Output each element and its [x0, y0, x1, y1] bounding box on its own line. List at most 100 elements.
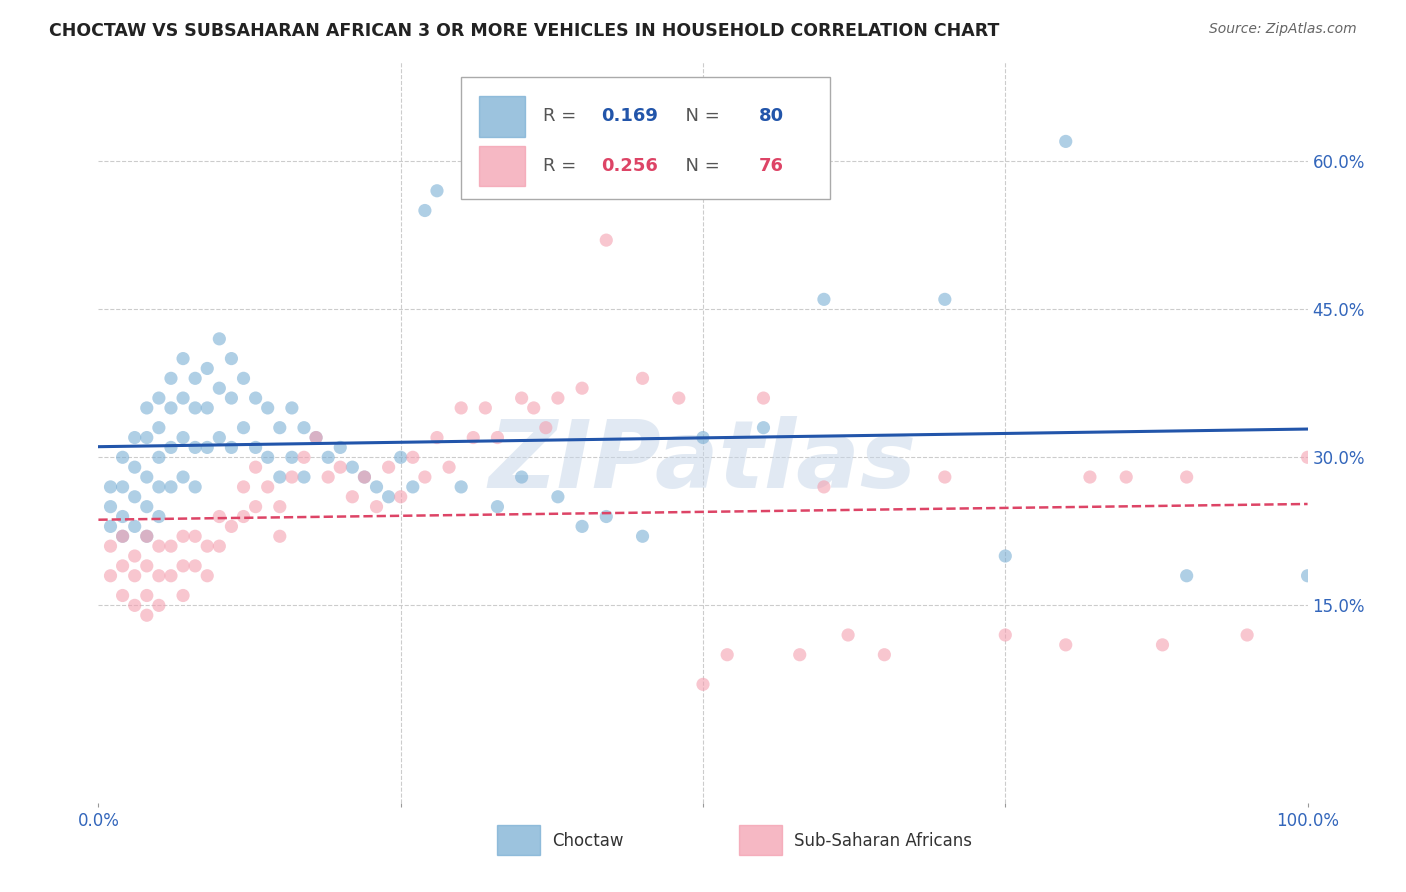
Point	[135, 529, 157, 543]
Point	[148, 391, 170, 405]
Point	[256, 450, 278, 465]
Point	[329, 441, 352, 455]
Text: N =: N =	[673, 157, 725, 175]
Point	[208, 539, 231, 553]
Point	[547, 490, 569, 504]
Point	[366, 480, 388, 494]
Point	[813, 293, 835, 307]
Point	[281, 450, 304, 465]
Point	[353, 470, 375, 484]
Point	[873, 648, 896, 662]
Point	[160, 371, 183, 385]
Point	[342, 460, 364, 475]
Point	[135, 431, 157, 445]
Point	[316, 470, 339, 484]
Point	[184, 441, 207, 455]
Point	[269, 500, 291, 514]
Point	[571, 381, 593, 395]
Point	[450, 401, 472, 415]
Point	[402, 450, 425, 465]
Point	[172, 391, 194, 405]
Point	[148, 450, 170, 465]
Point	[195, 568, 218, 582]
Point	[100, 480, 122, 494]
Point	[342, 490, 364, 504]
Point	[1175, 568, 1198, 582]
Point	[184, 480, 207, 494]
Point	[124, 490, 146, 504]
Point	[124, 599, 146, 613]
Point	[111, 558, 134, 573]
Point	[813, 480, 835, 494]
Point	[292, 470, 315, 484]
Text: Choctaw: Choctaw	[551, 832, 623, 850]
Point	[124, 519, 146, 533]
Point	[994, 549, 1017, 563]
Point	[1115, 470, 1137, 484]
Point	[172, 589, 194, 603]
Point	[148, 480, 170, 494]
Point	[135, 500, 157, 514]
Point	[195, 361, 218, 376]
Point	[934, 293, 956, 307]
Point	[184, 529, 207, 543]
Point	[221, 441, 243, 455]
Point	[111, 509, 134, 524]
Point	[100, 539, 122, 553]
Text: Source: ZipAtlas.com: Source: ZipAtlas.com	[1209, 22, 1357, 37]
Point	[135, 589, 157, 603]
Point	[837, 628, 859, 642]
Point	[571, 519, 593, 533]
Point	[135, 529, 157, 543]
Point	[148, 420, 170, 434]
Point	[1152, 638, 1174, 652]
Point	[316, 450, 339, 465]
Point	[486, 431, 509, 445]
Point	[195, 441, 218, 455]
Point	[172, 470, 194, 484]
Bar	[479, 145, 526, 186]
Point	[1296, 450, 1319, 465]
Point	[160, 441, 183, 455]
Point	[135, 470, 157, 484]
Point	[135, 401, 157, 415]
Point	[160, 401, 183, 415]
Point	[148, 539, 170, 553]
Point	[292, 420, 315, 434]
Point	[269, 420, 291, 434]
Text: 0.169: 0.169	[602, 108, 658, 126]
Point	[100, 568, 122, 582]
Point	[124, 549, 146, 563]
Point	[232, 371, 254, 385]
Point	[195, 539, 218, 553]
Point	[413, 203, 436, 218]
Point	[402, 480, 425, 494]
Point	[184, 371, 207, 385]
Point	[172, 529, 194, 543]
Point	[281, 401, 304, 415]
Text: CHOCTAW VS SUBSAHARAN AFRICAN 3 OR MORE VEHICLES IN HOUSEHOLD CORRELATION CHART: CHOCTAW VS SUBSAHARAN AFRICAN 3 OR MORE …	[49, 22, 1000, 40]
Point	[377, 490, 399, 504]
Point	[232, 420, 254, 434]
Point	[269, 470, 291, 484]
Point	[523, 401, 546, 415]
Point	[208, 431, 231, 445]
Point	[160, 568, 183, 582]
Point	[135, 558, 157, 573]
Point	[752, 391, 775, 405]
Point	[1175, 470, 1198, 484]
Point	[486, 500, 509, 514]
Text: Sub-Saharan Africans: Sub-Saharan Africans	[794, 832, 972, 850]
Point	[547, 391, 569, 405]
Point	[692, 431, 714, 445]
Point	[195, 401, 218, 415]
Point	[245, 441, 267, 455]
Point	[426, 431, 449, 445]
Point	[124, 460, 146, 475]
Point	[595, 233, 617, 247]
Point	[221, 391, 243, 405]
Point	[160, 480, 183, 494]
Text: 80: 80	[759, 108, 783, 126]
Point	[1054, 135, 1077, 149]
Point	[232, 480, 254, 494]
